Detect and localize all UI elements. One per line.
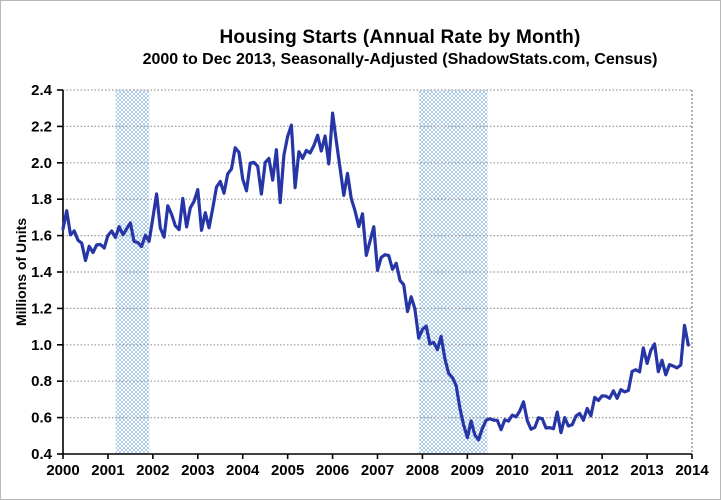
y-tick-label: 1.0	[31, 337, 52, 354]
y-tick-label: 2.2	[31, 118, 52, 135]
x-tick-label: 2006	[316, 462, 349, 479]
chart-subtitle: 2000 to Dec 2013, Seasonally-Adjusted (S…	[142, 51, 658, 68]
x-tick-label: 2004	[226, 462, 260, 479]
x-tick-label: 2012	[585, 462, 618, 479]
y-tick-label: 1.6	[31, 228, 52, 245]
x-tick-label: 2014	[675, 462, 709, 479]
y-tick-label: 0.8	[31, 373, 52, 390]
x-tick-label: 2011	[541, 462, 574, 479]
x-tick-label: 2010	[496, 462, 529, 479]
x-tick-label: 2013	[630, 462, 663, 479]
x-tick-label: 2002	[136, 462, 169, 479]
y-tick-label: 1.2	[31, 300, 52, 317]
x-tick-label: 2003	[181, 462, 214, 479]
y-tick-label: 0.4	[31, 446, 53, 463]
y-tick-label: 2.0	[31, 155, 52, 172]
y-tick-label: 0.6	[31, 410, 52, 427]
chart-title: Housing Starts (Annual Rate by Month)	[219, 27, 581, 48]
x-tick-label: 2007	[361, 462, 394, 479]
y-tick-label: 1.4	[31, 264, 53, 281]
y-tick-label: 1.8	[31, 191, 52, 208]
x-tick-label: 2009	[451, 462, 484, 479]
x-tick-label: 2005	[271, 462, 304, 479]
x-tick-label: 2000	[46, 462, 79, 479]
x-tick-label: 2008	[406, 462, 439, 479]
y-tick-label: 2.4	[31, 82, 53, 99]
x-tick-label: 2001	[91, 462, 124, 479]
data-line	[61, 111, 690, 442]
